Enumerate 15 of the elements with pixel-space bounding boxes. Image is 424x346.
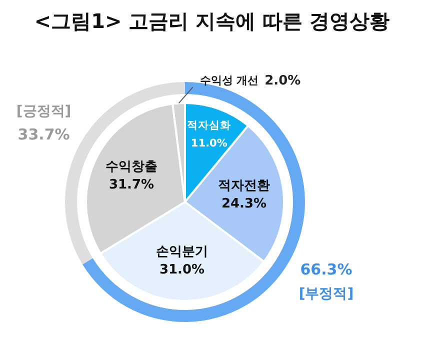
data-label: 24.3% <box>221 196 267 212</box>
slice-label: [긍정적] <box>16 103 72 120</box>
slice-label: 수익창출 <box>105 160 158 175</box>
slice-label: 적자심화 <box>187 120 232 132</box>
data-label: 33.7% <box>18 126 70 144</box>
slice-label: 적자전환 <box>218 178 270 194</box>
data-label: 2.0% <box>264 74 301 89</box>
slice-label: 수익성 개선 <box>200 74 259 88</box>
chart-title: <그림1> 고금리 지속에 따른 경영상황 <box>33 8 391 35</box>
slice-label: 손익분기 <box>156 244 208 260</box>
data-label: 31.0% <box>159 262 205 278</box>
data-label: 66.3% <box>300 260 352 278</box>
slice-label: [부정적] <box>298 286 354 302</box>
data-label: 31.7% <box>108 178 154 193</box>
data-label: 11.0% <box>190 138 228 150</box>
